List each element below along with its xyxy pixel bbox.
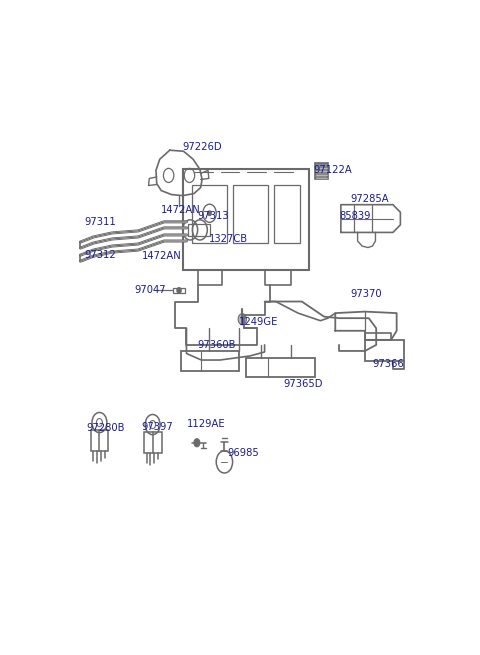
- Bar: [188, 224, 210, 236]
- Bar: [181, 351, 239, 371]
- Text: 97047: 97047: [134, 286, 166, 295]
- Text: 1249GE: 1249GE: [239, 317, 278, 327]
- Text: 97122A: 97122A: [313, 166, 352, 176]
- Text: 1472AN: 1472AN: [160, 205, 200, 215]
- Text: 85839: 85839: [339, 211, 371, 221]
- Bar: [173, 288, 185, 293]
- Bar: [233, 185, 268, 242]
- Text: 97280B: 97280B: [86, 422, 124, 432]
- Text: 97311: 97311: [84, 217, 116, 227]
- Circle shape: [177, 288, 181, 293]
- Bar: [246, 358, 315, 377]
- Text: 97285A: 97285A: [350, 194, 389, 204]
- Bar: [144, 432, 162, 453]
- Text: 1129AE: 1129AE: [186, 419, 225, 429]
- Text: 1472AN: 1472AN: [142, 251, 181, 261]
- Text: 97313: 97313: [198, 211, 229, 221]
- Circle shape: [238, 314, 246, 325]
- Text: 97312: 97312: [84, 250, 116, 260]
- Bar: [315, 163, 328, 179]
- Text: 97397: 97397: [142, 422, 174, 432]
- Circle shape: [208, 212, 211, 215]
- Text: 96985: 96985: [228, 448, 259, 458]
- Circle shape: [194, 439, 200, 447]
- Bar: [192, 185, 228, 242]
- Text: 97370: 97370: [350, 290, 382, 299]
- Text: 97365D: 97365D: [283, 379, 323, 388]
- Text: 97226D: 97226D: [183, 141, 222, 152]
- Text: 97366: 97366: [372, 358, 404, 369]
- Text: 97360B: 97360B: [198, 340, 236, 350]
- Text: 1327CB: 1327CB: [209, 234, 248, 244]
- Bar: [91, 430, 108, 451]
- Bar: [183, 170, 309, 271]
- Bar: [274, 185, 300, 242]
- Bar: [365, 340, 404, 361]
